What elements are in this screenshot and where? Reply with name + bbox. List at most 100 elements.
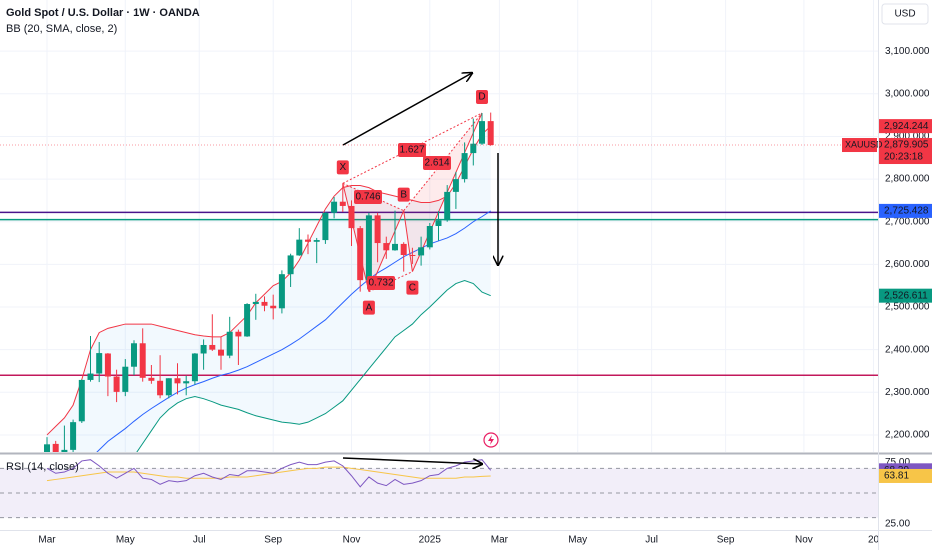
ratio-tag [398,143,426,157]
x-tick-label: May [116,535,135,546]
symbol-tag: XAUUSD [845,139,883,149]
candle-body [261,301,268,306]
ratio-label: 2.614 [424,158,449,169]
last-price-tag-bg [879,138,932,165]
candle-body [52,443,59,452]
candle-body [78,379,85,422]
band-price-tag-bg [879,119,932,134]
candle-body [174,378,181,384]
pattern-point-label: D [478,92,485,103]
ratio-tag [367,276,395,290]
band-line [136,280,491,452]
candle-body [226,331,233,356]
y-tick-label: 2,800.000 [885,174,930,185]
y-tick-label: 2,200.000 [885,430,930,441]
band-fill [47,126,491,452]
candle-body [479,121,485,144]
y-tick-label: 3,000.000 [885,88,930,99]
candle-body [322,212,329,241]
x-tick-label: Jul [193,535,206,546]
band-price-tag: 2,725.428 [884,206,929,217]
pattern-dashed [403,112,483,211]
pattern-point-label: C [409,282,416,293]
rsi-tick-label: 25.00 [885,518,910,529]
band-price-tag-bg [879,203,932,218]
candle-body [104,353,111,377]
band-line [46,125,492,436]
candle-body [470,143,477,154]
candle-body [305,239,311,242]
band-price-tag: 2,526.611 [884,290,928,301]
x-tick-label: Nov [343,535,361,546]
candle-body [365,215,372,281]
currency-button[interactable] [881,3,929,25]
overlay: 2,200.000 2,300.000 2,400.000 2,500.000 2,60… [38,46,932,546]
candle-body [435,220,442,226]
x-tick-label: Mar [491,535,509,546]
candle-body [270,305,277,309]
pattern-point-label: A [366,302,373,313]
currency[interactable]: USD [894,9,915,20]
candle-body [70,422,77,450]
rsi-tag: 63.81 [884,471,909,482]
x-tick-label: Jul [645,535,658,546]
pattern-fill [342,183,404,292]
candle-body [44,444,50,452]
pattern-point-tag [397,187,410,202]
main-pane [0,0,878,452]
candle-body [374,215,381,244]
ratio-label: 0.732 [368,278,393,289]
candle-body [426,226,433,248]
ratio-tag [423,156,451,170]
x-tick-label: Nov [795,535,813,546]
band-price-tag: 2,924.244 [884,121,929,132]
ratio-tag [354,190,382,204]
candle-body [96,353,103,374]
candle-body [487,121,494,146]
pattern-fill [403,113,482,272]
candle-body [409,254,416,256]
pattern-point-tag [336,160,349,175]
candle-body [244,304,251,337]
candle-body [139,343,146,378]
pattern-point-tag [406,280,419,295]
candle-body [183,381,190,384]
indicator-label: BB (20, SMA, close, 2) [6,23,117,35]
rsi-line [46,459,492,488]
pattern-leg [403,210,413,272]
rsi-arrow [342,457,482,464]
candle-body [278,274,285,309]
x-tick-label: Sep [264,535,282,546]
arrow-up [342,73,472,146]
candle-body [235,331,242,337]
rsi-ma-line [46,466,491,482]
x-tick-label: May [568,535,587,546]
candle-body [452,179,459,192]
y-tick-label: 2,900.000 [885,131,930,142]
candle-body [461,153,468,180]
candle-body [357,228,364,281]
pattern-point-label: X [339,162,346,173]
candle-body [191,353,198,382]
x-tick-label: 20 [868,535,880,546]
candle-body [444,191,451,221]
band-price-tag-bg [879,288,932,303]
candle-body [383,243,390,251]
y-tick-label: 2,400.000 [885,344,930,355]
rsi-tag-bg [879,468,932,483]
chart-title: Gold Spot / U.S. Dollar · 1W · OANDA [6,7,200,19]
y-tick-label: 2,600.000 [885,259,930,270]
candle-body [209,344,216,350]
candle-body [157,380,164,396]
candle-body [200,344,207,354]
candle-body [339,201,346,206]
candle-body [348,205,355,229]
countdown: 20:23:18 [884,152,923,163]
pattern-point-label: B [400,189,407,200]
candle-body [313,240,320,242]
rsi-title: RSI (14, close) [6,461,79,473]
candle-body [131,343,137,367]
rsi-tick-label: 75.00 [885,457,910,468]
